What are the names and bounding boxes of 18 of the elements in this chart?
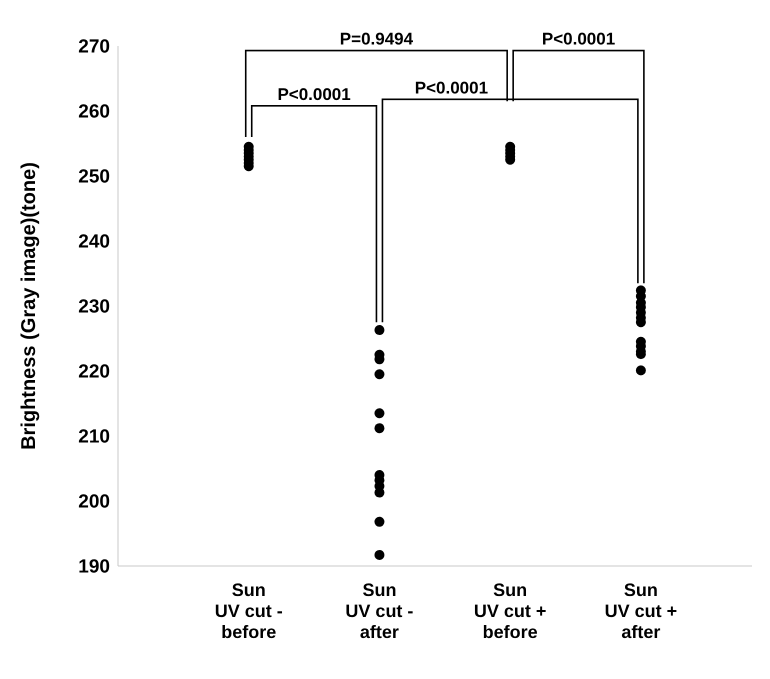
x-tick-label: Sun UV cut - before <box>214 580 283 642</box>
annotation: P=0.9494 <box>340 30 414 49</box>
y-tick-label: 210 <box>78 426 110 448</box>
y-tick-label: 260 <box>78 102 110 123</box>
annotation: P<0.0001 <box>542 30 616 49</box>
annotation: P<0.0001 <box>414 78 488 98</box>
y-tick-label: 240 <box>78 232 110 253</box>
y-tick-label: 270 <box>78 36 110 58</box>
x-tick-label: Sun UV cut + after <box>604 580 678 642</box>
y-tick-label: 190 <box>78 556 110 578</box>
x-tick-label: Sun UV cut + before <box>474 580 546 642</box>
y-tick-label: 250 <box>78 166 110 188</box>
y-axis-title: Brightness (Gray image)(tone) <box>18 162 40 450</box>
y-tick-label: 230 <box>78 296 110 318</box>
y-tick-label: 220 <box>78 362 110 383</box>
x-tick-label: Sun UV cut - after <box>345 580 414 642</box>
y-tick-label: 200 <box>78 492 110 513</box>
annotation: P<0.0001 <box>277 84 351 104</box>
